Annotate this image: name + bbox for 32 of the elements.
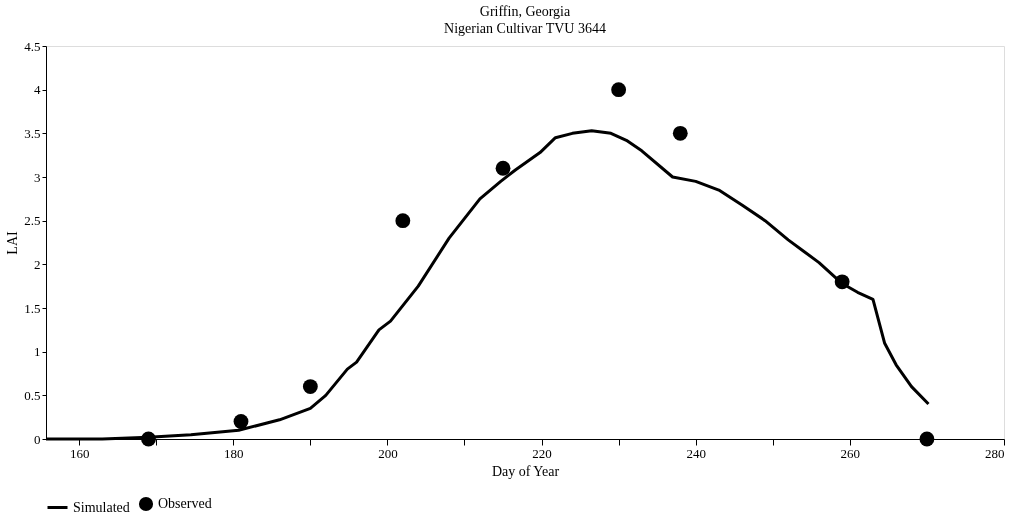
y-tick-label: 1.5 xyxy=(24,300,41,316)
x-tick-label: 180 xyxy=(224,445,244,461)
y-tick-label: 1 xyxy=(34,344,41,360)
y-tick-label: 3 xyxy=(34,169,41,185)
x-tick-label: 220 xyxy=(532,445,552,461)
point xyxy=(611,82,627,98)
x-tick-label: 160 xyxy=(69,445,90,461)
legend-label: Simulated xyxy=(73,499,130,515)
point xyxy=(919,431,935,447)
point xyxy=(495,160,511,176)
x-tick-label: 240 xyxy=(686,445,706,461)
point xyxy=(141,431,156,447)
y-tick-label: 0 xyxy=(34,431,41,447)
x-axis-title: Day of Year xyxy=(491,463,560,479)
chart-subtitle: Nigerian Cultivar TVU 3644 xyxy=(444,21,606,36)
y-tick-label: 4.5 xyxy=(24,38,41,54)
point xyxy=(672,125,688,141)
point xyxy=(302,379,318,394)
point xyxy=(834,274,850,290)
legend-label: Observed xyxy=(158,496,212,511)
y-tick-label: 3.5 xyxy=(24,125,41,141)
chart-title: Griffin, Georgia xyxy=(479,4,572,19)
x-tick-label: 260 xyxy=(840,445,861,461)
point xyxy=(233,414,249,429)
y-tick-label: 2 xyxy=(34,256,41,272)
y-tick-label: 0.5 xyxy=(24,387,41,403)
x-tick-label: 200 xyxy=(378,445,398,461)
y-tick-label: 2.5 xyxy=(24,213,41,229)
point xyxy=(395,213,411,229)
y-tick-label: 4 xyxy=(34,82,41,98)
x-tick-label: 280 xyxy=(985,445,1005,461)
y-axis-title: LAI xyxy=(5,231,21,255)
